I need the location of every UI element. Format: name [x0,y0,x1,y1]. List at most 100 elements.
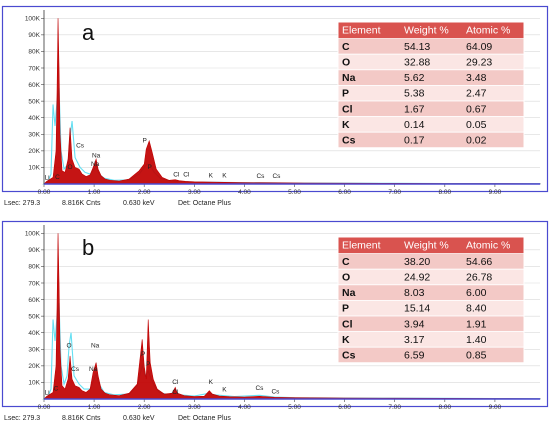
table-value-cell: 15.14 [404,303,430,315]
y-tick-label: 40K [28,330,40,337]
peak-label: C [54,386,59,393]
status-lsec: Lsec: 279.3 [4,415,40,422]
table-border [337,21,525,149]
table-row [337,85,525,102]
table-element-cell: O [342,57,350,69]
y-tick-label: 20K [28,363,40,370]
table-header-bg [338,22,524,39]
table-value-cell: 5.62 [404,72,425,84]
table-element-cell: Cs [342,135,356,147]
table-element-cell: O [342,272,350,284]
y-tick-label: 100K [25,16,41,23]
peak-label: O [67,343,72,350]
peak-label: Cl [172,379,179,386]
table-value-cell: 32.88 [404,57,430,69]
x-tick-label: 5.00 [288,189,301,196]
peak-label: Cl [183,172,190,179]
status-kev: 0.630 keV [123,415,155,422]
x-tick-label: 9.00 [489,404,502,411]
table-row [337,268,525,286]
peak-label: O [68,164,73,171]
peak-label: K [209,379,214,386]
x-tick-label: 4.00 [238,189,251,196]
table-value-cell: 0.67 [466,103,487,115]
x-tick-label: 7.00 [388,404,401,411]
table-header-bg [338,237,524,254]
peak-label: K [209,172,214,179]
table-value-cell: 64.09 [466,41,492,53]
table-header-cell: Element [342,240,381,252]
table-value-cell: 24.92 [404,272,430,284]
table-element-cell: Na [342,72,356,84]
table-value-cell: 1.91 [466,318,487,330]
x-tick-label: 0.00 [38,189,51,196]
table-value-cell: 0.02 [466,135,487,147]
peak-label: Cs [256,173,265,180]
x-tick-label: 6.00 [338,404,351,411]
table-value-cell: 54.13 [404,41,430,53]
x-tick-label: 9.00 [489,189,502,196]
peak-label: K [222,387,227,394]
y-tick-label: 50K [28,313,40,320]
x-tick-label: 1.00 [88,404,101,411]
x-tick-label: 2.00 [138,404,151,411]
status-counts: 8.816K Cnts [62,200,101,207]
peak-label: P [141,351,145,358]
x-tick-label: 6.00 [338,189,351,196]
peak-label: P [146,361,150,368]
peak-label: Cs [255,385,264,392]
table-value-cell: 8.03 [404,287,425,299]
x-tick-label: 4.00 [238,404,251,411]
table-value-cell: 6.59 [404,350,425,362]
y-tick-label: 80K [28,264,40,271]
table-row [337,253,525,270]
table-element-cell: P [342,303,349,315]
table-element-cell: C [342,256,350,268]
table-value-cell: 29.23 [466,57,492,69]
table-element-cell: Cs [342,350,356,362]
table-element-cell: Cl [342,103,353,115]
status-counts: 8.816K Cnts [62,415,101,422]
table-value-cell: 3.17 [404,334,425,346]
table-value-cell: 0.14 [404,119,425,131]
table-row [337,331,525,348]
spectrum-series-main [43,18,541,185]
status-lsec: Lsec: 279.3 [4,200,40,207]
y-tick-label: 70K [28,65,40,72]
y-tick-label: 90K [28,32,40,39]
x-tick-label: 8.00 [438,189,451,196]
table-row [337,299,525,317]
table-header-cell: Element [342,25,381,37]
table-header-cell: Weight % [404,25,449,37]
y-tick-label: 60K [28,82,40,89]
y-tick-label: 40K [28,115,40,122]
table-element-cell: C [342,41,350,53]
peak-label: Cl [173,172,180,179]
table-element-cell: Na [342,287,356,299]
table-header-cell: Weight % [404,240,449,252]
table-element-cell: K [342,119,350,131]
x-tick-label: 3.00 [188,189,201,196]
x-tick-label: 3.00 [188,404,201,411]
peak-label: Cs [272,173,281,180]
peak-label: P [143,138,147,145]
table-value-cell: 54.66 [466,256,492,268]
table-row [337,131,525,149]
table-row [337,53,525,71]
table-value-cell: 5.38 [404,88,425,100]
table-header-cell: Atomic % [466,25,510,37]
x-tick-label: 0.00 [38,404,51,411]
y-tick-label: 10K [28,380,40,387]
status-detector: Det: Octane Plus [178,415,231,422]
peak-label: Cs [271,389,280,396]
table-value-cell: 3.48 [466,72,487,84]
panel-letter: b [82,235,94,260]
status-detector: Det: Octane Plus [178,200,231,207]
table-header-cell: Atomic % [466,240,510,252]
peak-label: P [148,164,152,171]
peak-label: C [55,174,60,181]
table-element-cell: P [342,88,349,100]
table-value-cell: 0.17 [404,135,425,147]
